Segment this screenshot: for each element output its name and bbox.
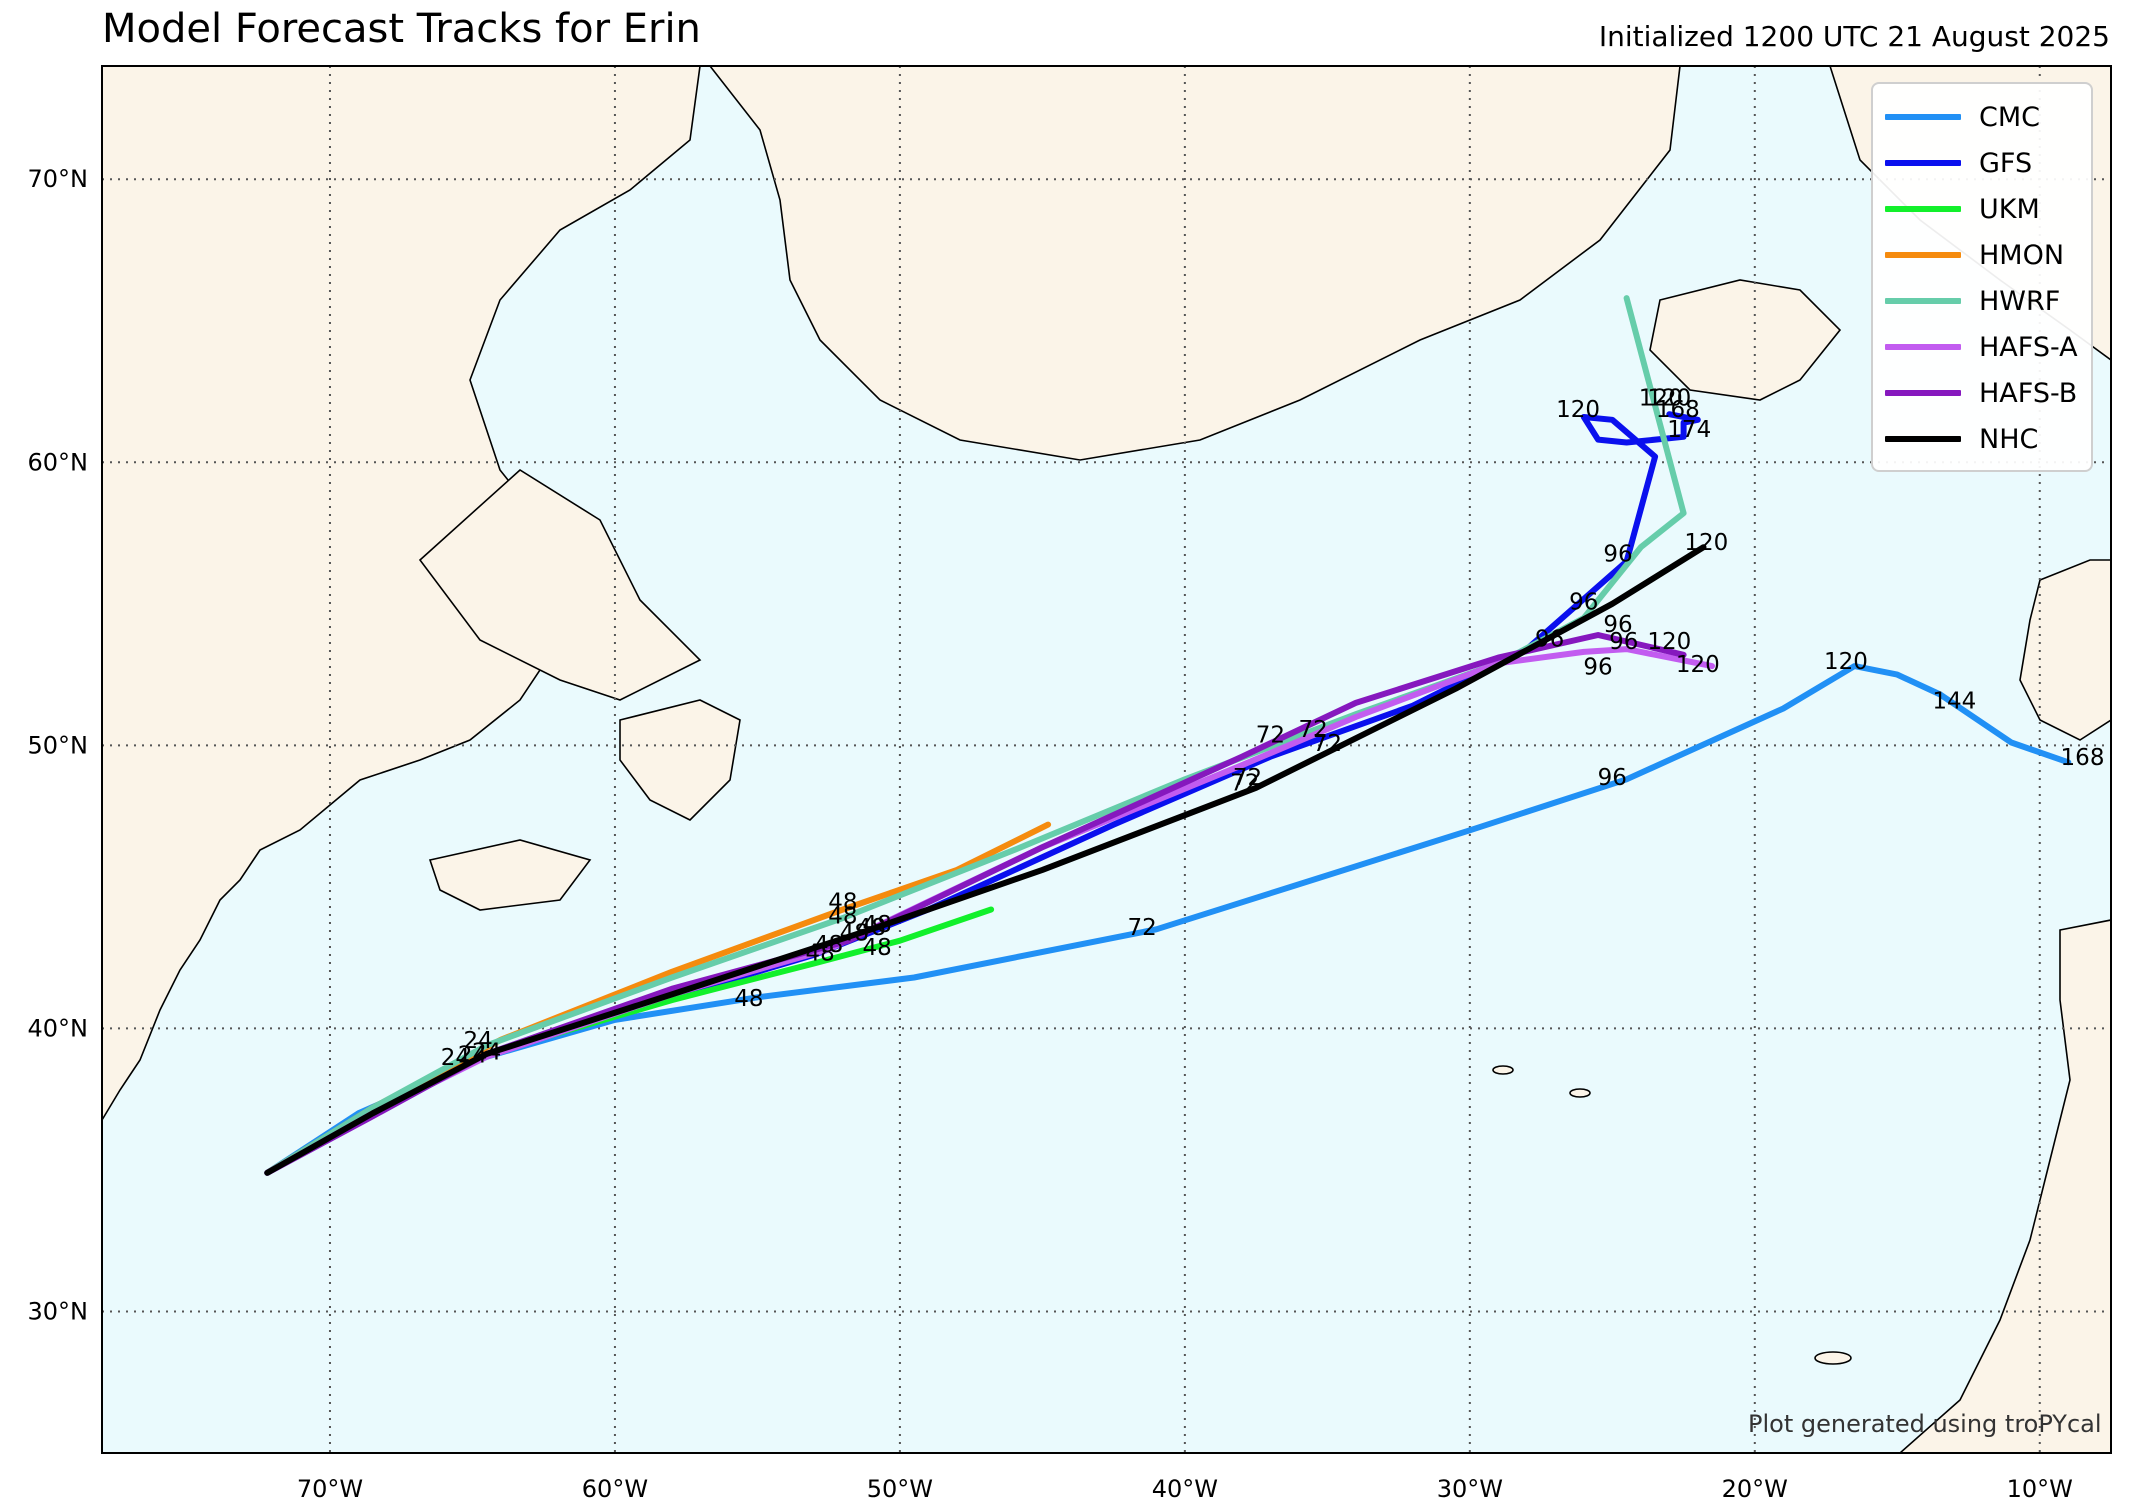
legend-label: NHC — [1979, 423, 2039, 455]
legend-label: CMC — [1979, 101, 2041, 133]
forecast-hour-label: 48 — [862, 912, 891, 938]
forecast-hour-label: 48 — [862, 935, 891, 961]
forecast-hour-label: 168 — [2061, 745, 2105, 771]
legend-item-hmon: HMON — [1885, 232, 2079, 278]
map-title: Model Forecast Tracks for Erin — [102, 6, 701, 52]
legend-label: UKM — [1979, 193, 2040, 225]
land-newfoundland — [619, 699, 741, 821]
land-iceland — [1649, 279, 1842, 401]
forecast-hour-label: 48 — [805, 940, 834, 966]
forecast-hour-label: 24 — [472, 1040, 501, 1066]
forecast-hour-label: 120 — [1684, 530, 1728, 556]
land-azores-1 — [1492, 1065, 1514, 1075]
land-europe-africa — [1898, 919, 2111, 1453]
land-greenland — [708, 66, 1681, 461]
lat-tick-label: 30°N — [28, 1297, 89, 1325]
forecast-hour-label: 96 — [1603, 541, 1632, 567]
forecast-hour-label: 120 — [1647, 386, 1691, 412]
forecast-hour-label: 48 — [814, 932, 843, 958]
forecast-hour-label: 96 — [1609, 629, 1638, 655]
legend-item-gfs: GFS — [1885, 140, 2079, 186]
legend-item-ukm: UKM — [1885, 186, 2079, 232]
legend-swatch — [1885, 252, 1961, 258]
lon-tick-label: 10°W — [2007, 1475, 2073, 1503]
legend-swatch — [1885, 160, 1961, 166]
init-time-label: Initialized 1200 UTC 21 August 2025 — [1598, 20, 2110, 53]
lon-tick-label: 70°W — [297, 1475, 363, 1503]
forecast-hour-label: 72 — [1256, 723, 1285, 749]
lon-tick-label: 60°W — [582, 1475, 648, 1503]
forecast-hour-label: 48 — [840, 921, 869, 947]
lon-tick-label: 40°W — [1152, 1475, 1218, 1503]
legend-label: HMON — [1979, 239, 2065, 271]
forecast-hour-label: 48 — [734, 986, 763, 1012]
land-labrador — [418, 469, 702, 701]
land-nova-scotia — [428, 839, 592, 911]
lon-tick-label: 30°W — [1437, 1475, 1503, 1503]
forecast-hour-label: 174 — [1667, 417, 1711, 443]
forecast-hour-label: 48 — [828, 904, 857, 930]
land-canaries — [1814, 1351, 1852, 1365]
map-frame — [101, 65, 2112, 1454]
legend-item-cmc: CMC — [1885, 94, 2079, 140]
axis-ticks: 70°W 60°W 50°W 40°W 30°W 20°W 10°W 30°N 40°N 50°N… — [28, 165, 2073, 1503]
forecast-tracks — [264, 295, 2072, 1176]
forecast-hour-label: 24 — [458, 1042, 487, 1068]
lat-tick-label: 70°N — [28, 165, 89, 193]
forecast-hour-label: 72 — [1298, 717, 1327, 743]
forecast-hour-label: 72 — [1233, 765, 1262, 791]
forecast-hour-label: 96 — [1535, 626, 1564, 652]
forecast-hour-label: 96 — [1583, 655, 1612, 681]
land-azores-2 — [1569, 1088, 1591, 1098]
credit-text: Plot generated using troPYcal — [1748, 1410, 2102, 1438]
legend-item-hwrf: HWRF — [1885, 278, 2079, 324]
forecast-hour-label: 48 — [828, 890, 857, 916]
legend-swatch — [1885, 298, 1961, 304]
legend-label: GFS — [1979, 147, 2033, 179]
legend-label: HAFS-A — [1979, 331, 2078, 363]
legend-swatch — [1885, 206, 1961, 212]
forecast-hour-label: 120 — [1647, 629, 1691, 655]
forecast-hour-label: 96 — [1569, 589, 1598, 615]
forecast-hour-label: 24 — [441, 1045, 470, 1071]
lat-tick-label: 50°N — [28, 731, 89, 759]
forecast-hour-label: 120 — [1824, 649, 1868, 675]
legend-item-hafs-a: HAFS-A — [1885, 324, 2079, 370]
forecast-hour-label: 72 — [1230, 771, 1259, 797]
forecast-hour-label: 96 — [1598, 765, 1627, 791]
forecast-hour-label: 72 — [1313, 731, 1342, 757]
forecast-hour-label: 24 — [464, 1028, 493, 1054]
legend-label: HWRF — [1979, 285, 2061, 317]
lon-tick-label: 20°W — [1722, 1475, 1788, 1503]
forecast-hour-label: 120 — [1639, 386, 1683, 412]
forecast-hour-label: 120 — [1676, 652, 1720, 678]
legend-item-hafs-b: HAFS-B — [1885, 370, 2079, 416]
forecast-hour-label: 96 — [1603, 612, 1632, 638]
lat-tick-label: 40°N — [28, 1014, 89, 1042]
legend-swatch — [1885, 344, 1961, 350]
forecast-hour-label: 48 — [857, 915, 886, 941]
track-nhc — [264, 544, 1707, 1176]
lon-tick-label: 50°W — [867, 1475, 933, 1503]
legend-label: HAFS-B — [1979, 377, 2078, 409]
lat-tick-label: 60°N — [28, 448, 89, 476]
legend-swatch — [1885, 114, 1961, 120]
forecast-hour-label: 120 — [1556, 397, 1600, 423]
land-british-isles — [2019, 559, 2111, 741]
forecast-hour-label: 72 — [1127, 915, 1156, 941]
legend-swatch — [1885, 436, 1961, 442]
legend-swatch — [1885, 390, 1961, 396]
legend: CMC GFS UKM HMON HWRF HAFS-A HAFS-B NHC — [1871, 82, 2093, 472]
legend-item-nhc: NHC — [1885, 416, 2079, 462]
forecast-hour-label: 144 — [1932, 689, 1976, 715]
forecast-hour-label: 168 — [1656, 397, 1700, 423]
land-north-america — [102, 66, 701, 1122]
